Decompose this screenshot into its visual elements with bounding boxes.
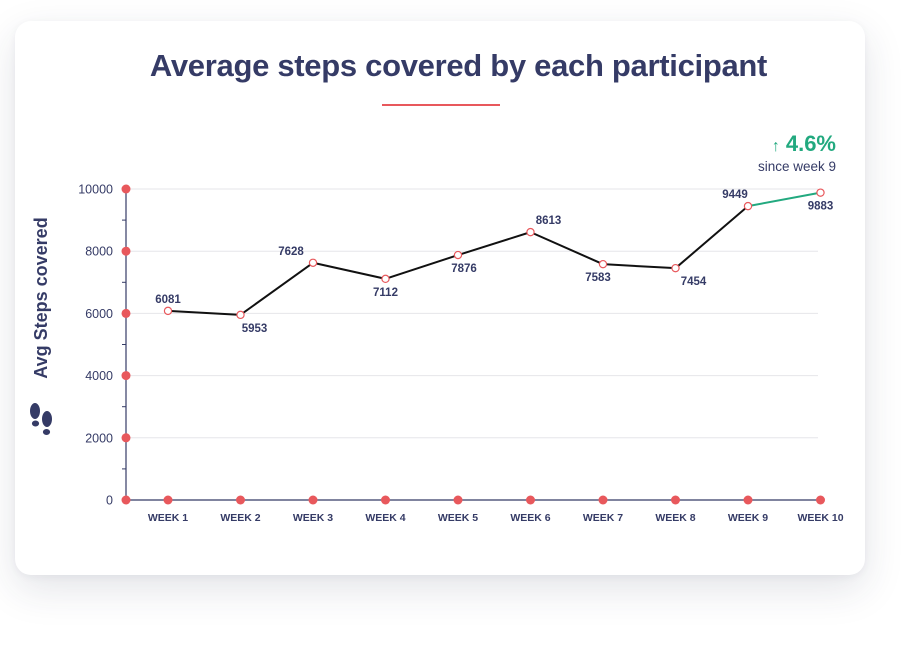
y-tick-label: 4000 bbox=[85, 369, 113, 383]
x-tick-label: WEEK 10 bbox=[797, 512, 843, 524]
y-tick-label: 8000 bbox=[85, 245, 113, 259]
data-point bbox=[236, 310, 245, 320]
x-tick-label: WEEK 2 bbox=[220, 512, 260, 524]
y-axis-dot bbox=[121, 433, 131, 443]
data-label: 9449 bbox=[722, 189, 748, 201]
x-axis-dot bbox=[816, 495, 825, 505]
series-segment bbox=[457, 231, 532, 257]
data-point bbox=[526, 227, 535, 237]
data-point bbox=[453, 250, 463, 260]
y-axis-label: Avg Steps covered bbox=[31, 217, 51, 378]
x-axis-dot bbox=[163, 495, 173, 505]
data-point bbox=[163, 306, 173, 316]
x-axis-dot bbox=[743, 495, 753, 505]
footprint-heel bbox=[31, 420, 40, 427]
data-label: 6081 bbox=[155, 294, 181, 306]
footprint-sole bbox=[42, 411, 52, 427]
x-axis-dot bbox=[453, 495, 463, 505]
data-point bbox=[381, 274, 390, 284]
data-point bbox=[671, 263, 680, 273]
chart-card bbox=[15, 21, 865, 575]
series-segment bbox=[384, 254, 459, 280]
y-axis-dot bbox=[121, 308, 131, 318]
x-axis-dot bbox=[671, 495, 680, 505]
y-axis-dot bbox=[121, 184, 131, 194]
footprint-sole bbox=[30, 403, 40, 419]
data-label: 5953 bbox=[242, 323, 268, 335]
data-point bbox=[743, 201, 753, 211]
x-axis-dot bbox=[308, 495, 318, 505]
y-axis-dot bbox=[121, 371, 131, 381]
arrow-up-icon: ↑ bbox=[771, 138, 780, 155]
series-segment bbox=[529, 231, 604, 266]
data-point bbox=[816, 188, 825, 197]
footprints-icon bbox=[30, 403, 52, 435]
y-tick-label: 6000 bbox=[85, 307, 113, 321]
series-segment bbox=[602, 263, 677, 270]
change-value-row: ↑ 4.6% bbox=[758, 131, 836, 157]
x-tick-label: WEEK 5 bbox=[438, 512, 478, 524]
x-axis-dot bbox=[236, 495, 245, 505]
x-axis-dot bbox=[598, 495, 608, 505]
series-segment bbox=[239, 261, 314, 316]
series-line bbox=[167, 191, 822, 316]
footprint-heel bbox=[42, 429, 51, 435]
y-tick-label: 2000 bbox=[85, 431, 113, 445]
x-axis-dot bbox=[381, 495, 390, 505]
data-label: 8613 bbox=[536, 215, 562, 227]
x-tick-label: WEEK 1 bbox=[148, 512, 188, 524]
title-underline bbox=[382, 104, 500, 106]
y-tick-label: 10000 bbox=[78, 183, 113, 197]
x-tick-label: WEEK 3 bbox=[293, 512, 333, 524]
data-label: 9883 bbox=[808, 201, 834, 213]
change-percentage: 4.6% bbox=[785, 131, 836, 156]
y-axis-dot bbox=[121, 495, 131, 505]
data-label: 7876 bbox=[451, 263, 477, 275]
x-tick-label: WEEK 7 bbox=[583, 512, 623, 524]
series-segment bbox=[167, 309, 242, 316]
y-axis-label-group: Avg Steps covered bbox=[30, 217, 52, 435]
series-segment bbox=[312, 261, 387, 280]
data-label: 7454 bbox=[681, 276, 707, 288]
x-tick-label: WEEK 8 bbox=[655, 512, 695, 524]
y-axis-ticks: 0 2000 4000 6000 8000 10000 bbox=[78, 183, 113, 508]
series-points bbox=[163, 188, 825, 320]
x-tick-label: WEEK 4 bbox=[365, 512, 405, 524]
series-segment bbox=[674, 205, 749, 270]
data-label: 7628 bbox=[278, 246, 304, 258]
change-caption: since week 9 bbox=[757, 159, 836, 174]
x-axis-ticks: WEEK 1 WEEK 2 WEEK 3 WEEK 4 WEEK 5 WEEK 6 WEEK… bbox=[148, 495, 844, 524]
x-axis-dot bbox=[526, 495, 535, 505]
series-segment-highlight bbox=[747, 191, 822, 208]
chart-title: Average steps covered by each participan… bbox=[149, 48, 768, 83]
data-label: 7112 bbox=[373, 287, 398, 299]
data-point bbox=[308, 258, 318, 267]
data-label: 7583 bbox=[585, 272, 611, 284]
x-tick-label: WEEK 9 bbox=[728, 512, 768, 524]
change-summary: ↑ 4.6% since week 9 bbox=[758, 131, 836, 174]
data-labels: 6081 5953 7628 7112 7876 8613 7583 7454 9449 9883 bbox=[155, 189, 833, 335]
chart-axes bbox=[121, 184, 818, 505]
y-axis-dot bbox=[121, 246, 131, 256]
data-point bbox=[598, 259, 608, 269]
x-tick-label: WEEK 6 bbox=[510, 512, 550, 524]
y-tick-label: 0 bbox=[106, 494, 113, 508]
